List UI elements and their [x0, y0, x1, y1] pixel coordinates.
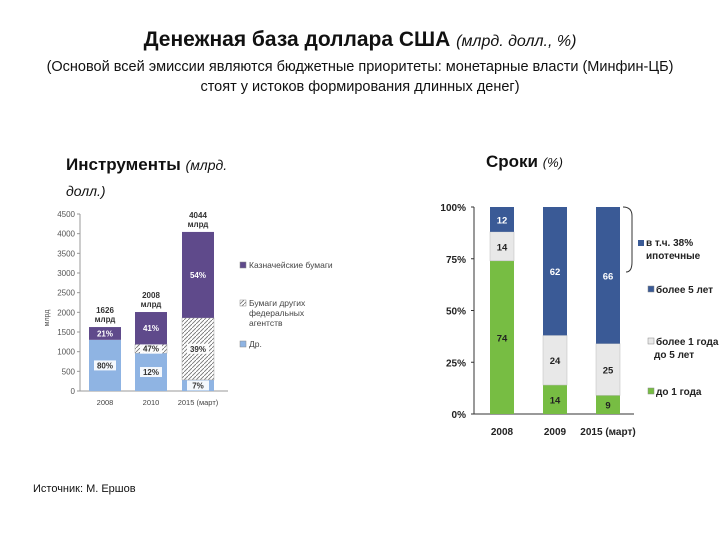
- data-label-bg: [140, 343, 162, 354]
- page-subtitle: (Основой всей эмиссии являются бюджетные…: [46, 59, 674, 95]
- legend-swatch: [647, 387, 655, 395]
- x-tick-label: 2015 (март): [178, 398, 219, 407]
- legend-label: более 5 лет: [656, 284, 713, 296]
- bar-segment: [89, 327, 121, 340]
- total-label: млрд: [95, 315, 116, 324]
- x-tick-label: 2015 (март): [580, 427, 635, 438]
- total-label: млрд: [141, 300, 162, 309]
- bracket-swatch: [638, 240, 644, 246]
- y-tick-label: 2500: [57, 289, 75, 298]
- data-label: 62: [550, 267, 561, 278]
- data-label: 14: [550, 396, 561, 407]
- instruments-heading-unit-2: долл.): [66, 183, 106, 199]
- data-label: 9: [605, 401, 610, 412]
- y-tick-label: 1000: [57, 348, 75, 357]
- legend-label: Казначейские бумаги: [249, 260, 333, 270]
- legend-label: до 1 года: [656, 387, 702, 398]
- total-label: 1626: [96, 306, 114, 315]
- legend-label: Др.: [249, 339, 262, 349]
- x-tick-label: 2009: [544, 427, 567, 438]
- y-tick-label: 3500: [57, 249, 75, 258]
- x-tick-label: 2010: [143, 398, 160, 407]
- data-label: 12%: [143, 368, 159, 377]
- y-tick-label: 1500: [57, 328, 75, 337]
- y-tick-label: 75%: [446, 255, 466, 266]
- data-label: 12: [497, 215, 508, 226]
- y-tick-label: 4000: [57, 230, 75, 239]
- y-tick-label: 2000: [57, 308, 75, 317]
- terms-heading-unit: (%): [542, 155, 563, 170]
- data-label: 25: [603, 365, 614, 376]
- bar-segment: [489, 231, 515, 262]
- data-label: 24: [550, 356, 561, 367]
- y-tick-label: 0%: [452, 410, 467, 421]
- data-label: 39%: [190, 345, 206, 354]
- total-label: 4044: [189, 211, 207, 220]
- bracket-label: ипотечные: [646, 251, 701, 262]
- data-label: 54%: [190, 271, 206, 280]
- total-label: 2008: [142, 291, 160, 300]
- y-tick-label: 0: [71, 387, 76, 396]
- bar-segment: [135, 312, 167, 345]
- source-note: Источник: М. Ершов: [33, 483, 136, 495]
- legend-swatch: [647, 337, 655, 345]
- legend-label: более 1 года: [656, 336, 719, 348]
- bracket-label: в т.ч. 38%: [646, 238, 693, 249]
- terms-heading: Сроки (%): [486, 152, 563, 172]
- y-tick-label: 50%: [446, 307, 466, 318]
- y-tick-label: 100%: [440, 203, 466, 214]
- data-label-bg: [94, 360, 116, 371]
- instruments-heading-bold: Инструменты: [66, 155, 181, 174]
- data-label-bg: [140, 367, 162, 378]
- legend-label: федеральных: [249, 308, 305, 318]
- y-tick-label: 500: [62, 367, 76, 376]
- data-label: 7%: [192, 381, 204, 390]
- bar-segment: [596, 207, 620, 344]
- bar-segment: [542, 335, 568, 386]
- data-label: 74: [497, 333, 508, 344]
- data-label: 21%: [97, 329, 113, 338]
- data-label: 41%: [143, 324, 159, 333]
- data-label: 66: [603, 271, 614, 282]
- bar-segment: [596, 395, 620, 414]
- title-main: Денежная база доллара США: [143, 28, 451, 51]
- legend-label: агентств: [249, 318, 283, 328]
- data-label: 47%: [143, 345, 159, 354]
- legend-swatch: [239, 299, 247, 307]
- bar-segment: [543, 207, 567, 336]
- legend-label: до 5 лет: [654, 350, 694, 361]
- bar-segment: [490, 260, 514, 414]
- data-label: 80%: [97, 361, 113, 370]
- page-title: Денежная база доллара США (млрд. долл., …: [0, 28, 720, 52]
- terms-heading-bold: Сроки: [486, 152, 539, 171]
- legend-label: Бумаги других: [249, 298, 306, 308]
- legend-swatch: [239, 261, 247, 269]
- bar-segment: [543, 385, 567, 414]
- x-tick-label: 2008: [97, 398, 114, 407]
- y-tick-label: 4500: [57, 210, 75, 219]
- data-label-bg: [187, 343, 209, 354]
- instruments-heading-unit-1: (млрд.: [185, 157, 228, 173]
- x-tick-label: 2008: [491, 427, 514, 438]
- bar-segment: [490, 207, 514, 232]
- bar-segment: [182, 231, 214, 318]
- total-label: млрд: [188, 220, 209, 229]
- instruments-heading: Инструменты (млрд. долл.): [66, 152, 296, 204]
- y-tick-label: 3000: [57, 269, 75, 278]
- y-tick-label: 25%: [446, 358, 466, 369]
- legend-swatch: [647, 285, 655, 293]
- title-unit: (млрд. долл., %): [456, 33, 577, 50]
- data-label: 14: [497, 242, 508, 253]
- mortgage-bracket: [622, 206, 633, 273]
- legend-swatch: [239, 340, 247, 348]
- data-label-bg: [187, 380, 209, 391]
- y-axis-title: млрд: [44, 310, 51, 327]
- bar-segment: [595, 343, 621, 396]
